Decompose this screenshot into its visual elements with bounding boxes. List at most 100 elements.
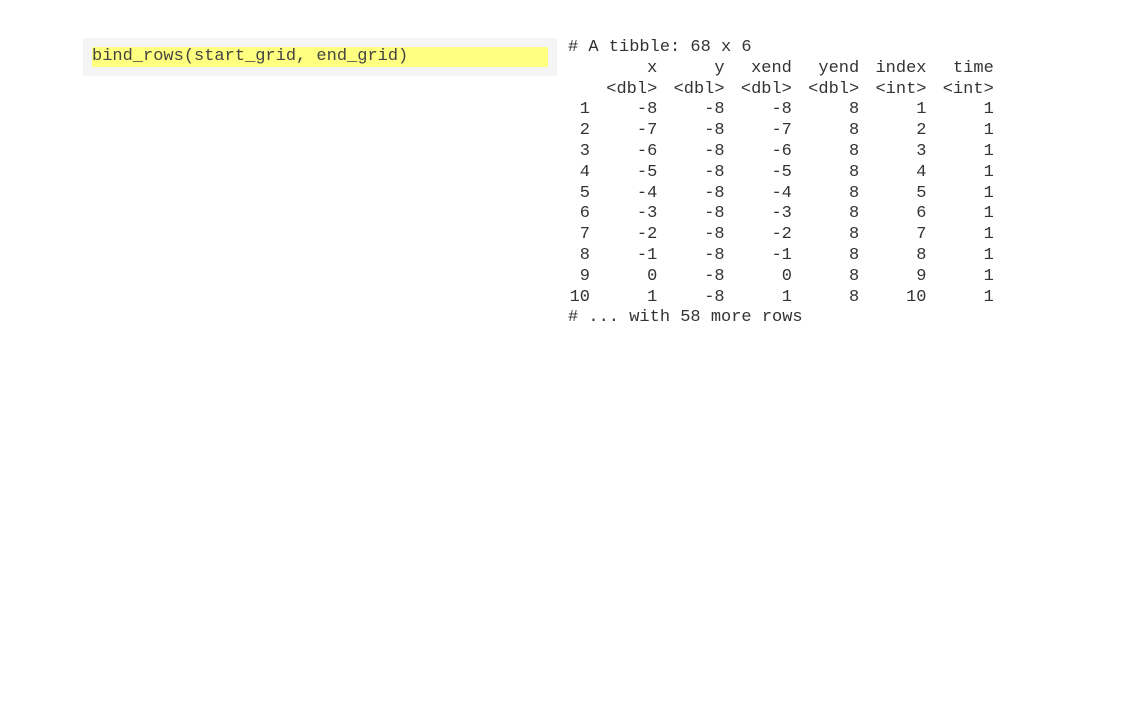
row-number: 3 [579, 141, 590, 161]
table-cell: 8 [916, 245, 927, 265]
table-cell: -8 [704, 100, 725, 120]
table-row: 6 -3 -8 -3 8 6 1 [568, 204, 994, 225]
table-cell: 3 [916, 141, 927, 161]
table-cell: 8 [848, 287, 860, 307]
column-type: <int> [942, 79, 994, 99]
table-cell: 1 [983, 287, 994, 307]
column-type: <int> [875, 79, 927, 99]
table-cell: -8 [704, 225, 725, 245]
table-cell: 1 [781, 287, 792, 307]
table-cell: -6 [771, 141, 792, 161]
table-cell: -4 [771, 183, 792, 203]
table-cell: 1 [916, 100, 927, 120]
table-cell: -8 [636, 100, 658, 120]
column-header-row: x y xend yend index time [568, 59, 994, 80]
column-name: index [875, 58, 927, 78]
table-cell: 2 [916, 121, 927, 141]
table-cell: -8 [704, 141, 725, 161]
row-index-spacer [568, 80, 590, 101]
table-cell: -8 [704, 266, 725, 286]
column-name: x [647, 58, 658, 78]
row-number: 6 [579, 204, 590, 224]
code-chunk: bind_rows(start_grid, end_grid) [83, 38, 557, 76]
column-name: xend [751, 58, 792, 78]
table-row: 1 -8 -8 -8 8 1 1 [568, 100, 994, 121]
table-cell: 1 [983, 121, 994, 141]
table-cell: 1 [647, 287, 658, 307]
table-cell: 8 [848, 245, 860, 265]
table-cell: -3 [636, 204, 658, 224]
table-row: 9 0 -8 0 8 9 1 [568, 267, 994, 288]
table-cell: -8 [704, 183, 725, 203]
row-number: 9 [579, 266, 590, 286]
column-type: <dbl> [808, 79, 860, 99]
table-row: 2 -7 -8 -7 8 2 1 [568, 121, 994, 142]
column-type-row: <dbl> <dbl> <dbl> <dbl> <int> <int> [568, 80, 994, 101]
column-type: <dbl> [673, 79, 725, 99]
table-cell: -8 [704, 245, 725, 265]
table-cell: 8 [848, 141, 860, 161]
table-row: 8 -1 -8 -1 8 8 1 [568, 246, 994, 267]
table-row: 3 -6 -8 -6 8 3 1 [568, 142, 994, 163]
table-cell: 1 [983, 204, 994, 224]
table-cell: 10 [906, 287, 927, 307]
table-cell: -5 [636, 162, 658, 182]
table-row: 4 -5 -8 -5 8 4 1 [568, 163, 994, 184]
table-cell: -2 [771, 225, 792, 245]
table-cell: 8 [848, 162, 860, 182]
table-cell: -8 [704, 121, 725, 141]
table-cell: 5 [916, 183, 927, 203]
table-cell: 8 [848, 266, 860, 286]
tibble-header: # A tibble: 68 x 6 [568, 38, 752, 57]
row-index-spacer [568, 59, 590, 80]
tibble-footer: # ... with 58 more rows [568, 308, 803, 328]
table-cell: 7 [916, 225, 927, 245]
table-cell: 4 [916, 162, 927, 182]
table-cell: 8 [848, 121, 860, 141]
table-cell: 8 [848, 225, 860, 245]
table-cell: -6 [636, 141, 658, 161]
table-cell: 1 [983, 162, 994, 182]
table-cell: -8 [704, 287, 725, 307]
row-number: 7 [579, 225, 590, 245]
table-cell: 8 [848, 183, 860, 203]
table-row: 5 -4 -8 -4 8 5 1 [568, 184, 994, 205]
table-cell: 1 [983, 266, 994, 286]
table-row: 10 1 -8 1 8 10 1 [568, 288, 994, 309]
table-cell: -7 [636, 121, 658, 141]
table-cell: -8 [704, 162, 725, 182]
table-cell: 0 [781, 266, 792, 286]
table-cell: 9 [916, 266, 927, 286]
table-cell: 0 [647, 266, 658, 286]
table-cell: 1 [983, 141, 994, 161]
table-cell: 6 [916, 204, 927, 224]
table-cell: -2 [636, 225, 658, 245]
column-name: time [952, 58, 994, 78]
table-row: 7 -2 -8 -2 8 7 1 [568, 225, 994, 246]
table-cell: -5 [771, 162, 792, 182]
row-number: 8 [579, 245, 590, 265]
console-output: # A tibble: 68 x 6 x y xend yend index t… [568, 38, 994, 329]
table-cell: 8 [848, 100, 860, 120]
table-cell: -8 [771, 100, 792, 120]
table-cell: -8 [704, 204, 725, 224]
code-expression: bind_rows(start_grid, end_grid) [92, 47, 548, 67]
column-type: <dbl> [740, 79, 792, 99]
row-number: 10 [569, 287, 590, 307]
row-number: 4 [579, 162, 590, 182]
table-cell: 1 [983, 245, 994, 265]
column-name: y [714, 58, 725, 78]
table-cell: 1 [983, 100, 994, 120]
table-cell: 8 [848, 204, 860, 224]
table-cell: -1 [636, 245, 658, 265]
column-name: yend [818, 58, 860, 78]
table-cell: -4 [636, 183, 658, 203]
row-number: 2 [579, 121, 590, 141]
table-cell: 1 [983, 225, 994, 245]
table-cell: 1 [983, 183, 994, 203]
column-type: <dbl> [606, 79, 658, 99]
table-cell: -7 [771, 121, 792, 141]
row-number: 5 [579, 183, 590, 203]
row-number: 1 [579, 100, 590, 120]
table-cell: -1 [771, 245, 792, 265]
